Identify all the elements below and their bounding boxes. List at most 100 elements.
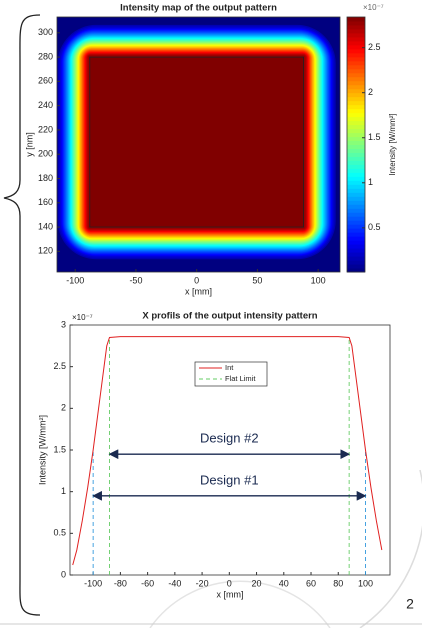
colorbar-tick-label: 2.5 [368,42,381,52]
colorbar-cell [347,56,365,62]
x-tick-label: 50 [252,275,262,285]
colorbar-cell [347,252,365,257]
colorbar-cell [347,80,365,86]
x-axis-label: x [mm] [217,589,244,599]
colorbar-cell [347,256,365,261]
y-tick-label: 200 [38,149,53,159]
colorbar-cell [347,48,365,54]
colorbar-cell [347,88,365,94]
colorbar-cell [347,64,365,70]
colorbar-frame [346,16,366,273]
colorbar-cell [347,160,365,165]
y-exponent: ×10⁻⁷ [72,313,93,322]
colorbar-cell [347,264,365,269]
x-tick-label: -20 [196,578,209,588]
y-tick-label: 140 [38,221,53,231]
colorbar-cell [347,248,365,253]
x-tick-label: 100 [311,275,326,285]
y-tick-label: 0 [61,569,66,579]
heatmap-level [89,56,304,228]
colorbar-cell [347,32,365,38]
x-tick-label: 40 [279,578,289,588]
colorbar-tick-label: 1.5 [368,132,381,142]
line-series [72,336,383,566]
colorbar-cell [347,176,365,181]
colorbar-cell [347,128,365,134]
colorbar-cell [347,60,365,66]
x-tick-label: 80 [333,578,343,588]
y-tick-label: 1.5 [53,444,66,454]
annotation: Design #1 [200,472,259,487]
colorbar-cell [347,52,365,58]
colorbar-cell [347,260,365,265]
colorbar-tick-label: 1 [368,177,373,187]
x-tick-label: -100 [66,275,84,285]
x-tick-label: 20 [252,578,262,588]
colorbar-cell [347,136,365,142]
colorbar-cell [347,212,365,217]
y-tick-label: 1 [61,486,66,496]
y-tick-label: 180 [38,173,53,183]
x-tick-label: -80 [114,578,127,588]
colorbar-cell [347,240,365,245]
y-axis-label: y [nm] [24,132,34,157]
colorbar-cell [347,68,365,74]
colorbar-cell [347,96,365,102]
x-tick-label: -40 [168,578,181,588]
y-tick-label: 2 [61,403,66,413]
y-tick-label: 160 [38,197,53,207]
colorbar-cell [347,116,365,122]
y-tick-label: 280 [38,51,53,61]
colorbar-cell [347,140,365,145]
colorbar-cell [347,84,365,90]
colorbar-cell [347,108,365,114]
y-tick-label: 240 [38,100,53,110]
colorbar-cell [347,184,365,189]
colorbar-cell [347,204,365,209]
colorbar-tick-label: 2 [368,87,373,97]
colorbar-cell [347,216,365,221]
colorbar-cell [347,188,365,193]
plot-frame [56,16,341,273]
y-tick-label: 260 [38,76,53,86]
colorbar-cell [347,156,365,161]
background-arc [149,580,331,628]
colorbar-cell [347,112,365,118]
colorbar-cell [347,28,365,34]
colorbar-cell [347,200,365,205]
chart-title: X profils of the output intensity patter… [142,311,317,322]
annotation: Design #2 [200,431,259,446]
page-number: 2 [406,596,414,612]
brace [3,14,41,616]
x-axis-label: x [mm] [185,286,212,296]
x-tick-label: 100 [358,578,373,588]
x-tick-label: -100 [84,578,102,588]
y-tick-label: 3 [61,319,66,329]
y-tick-label: 300 [38,27,53,37]
colorbar-cell [347,92,365,98]
y-tick-label: 220 [38,124,53,134]
x-tick-label: 60 [306,578,316,588]
colorbar-exponent: ×10⁻⁷ [363,3,384,12]
colorbar-cell [347,236,365,241]
y-tick-label: 120 [38,246,53,256]
colorbar-cell [347,144,365,149]
y-axis-label: Intensity [W/mm²] [37,415,47,485]
x-tick-label: -60 [141,578,154,588]
y-tick-label: 2.5 [53,361,66,371]
colorbar-cell [347,20,365,26]
colorbar-cell [347,172,365,177]
colorbar-cell [347,192,365,197]
colorbar-cell [347,224,365,229]
legend-box [194,361,268,387]
colorbar-cell [347,100,365,106]
colorbar-cell [347,44,365,50]
colorbar-cell [347,124,365,130]
colorbar-cell [347,268,365,273]
colorbar-cell [347,104,365,110]
colorbar-cell [347,220,365,225]
colorbar-tick-label: 0.5 [368,222,381,232]
colorbar-cell [347,76,365,82]
colorbar-cell [347,196,365,201]
